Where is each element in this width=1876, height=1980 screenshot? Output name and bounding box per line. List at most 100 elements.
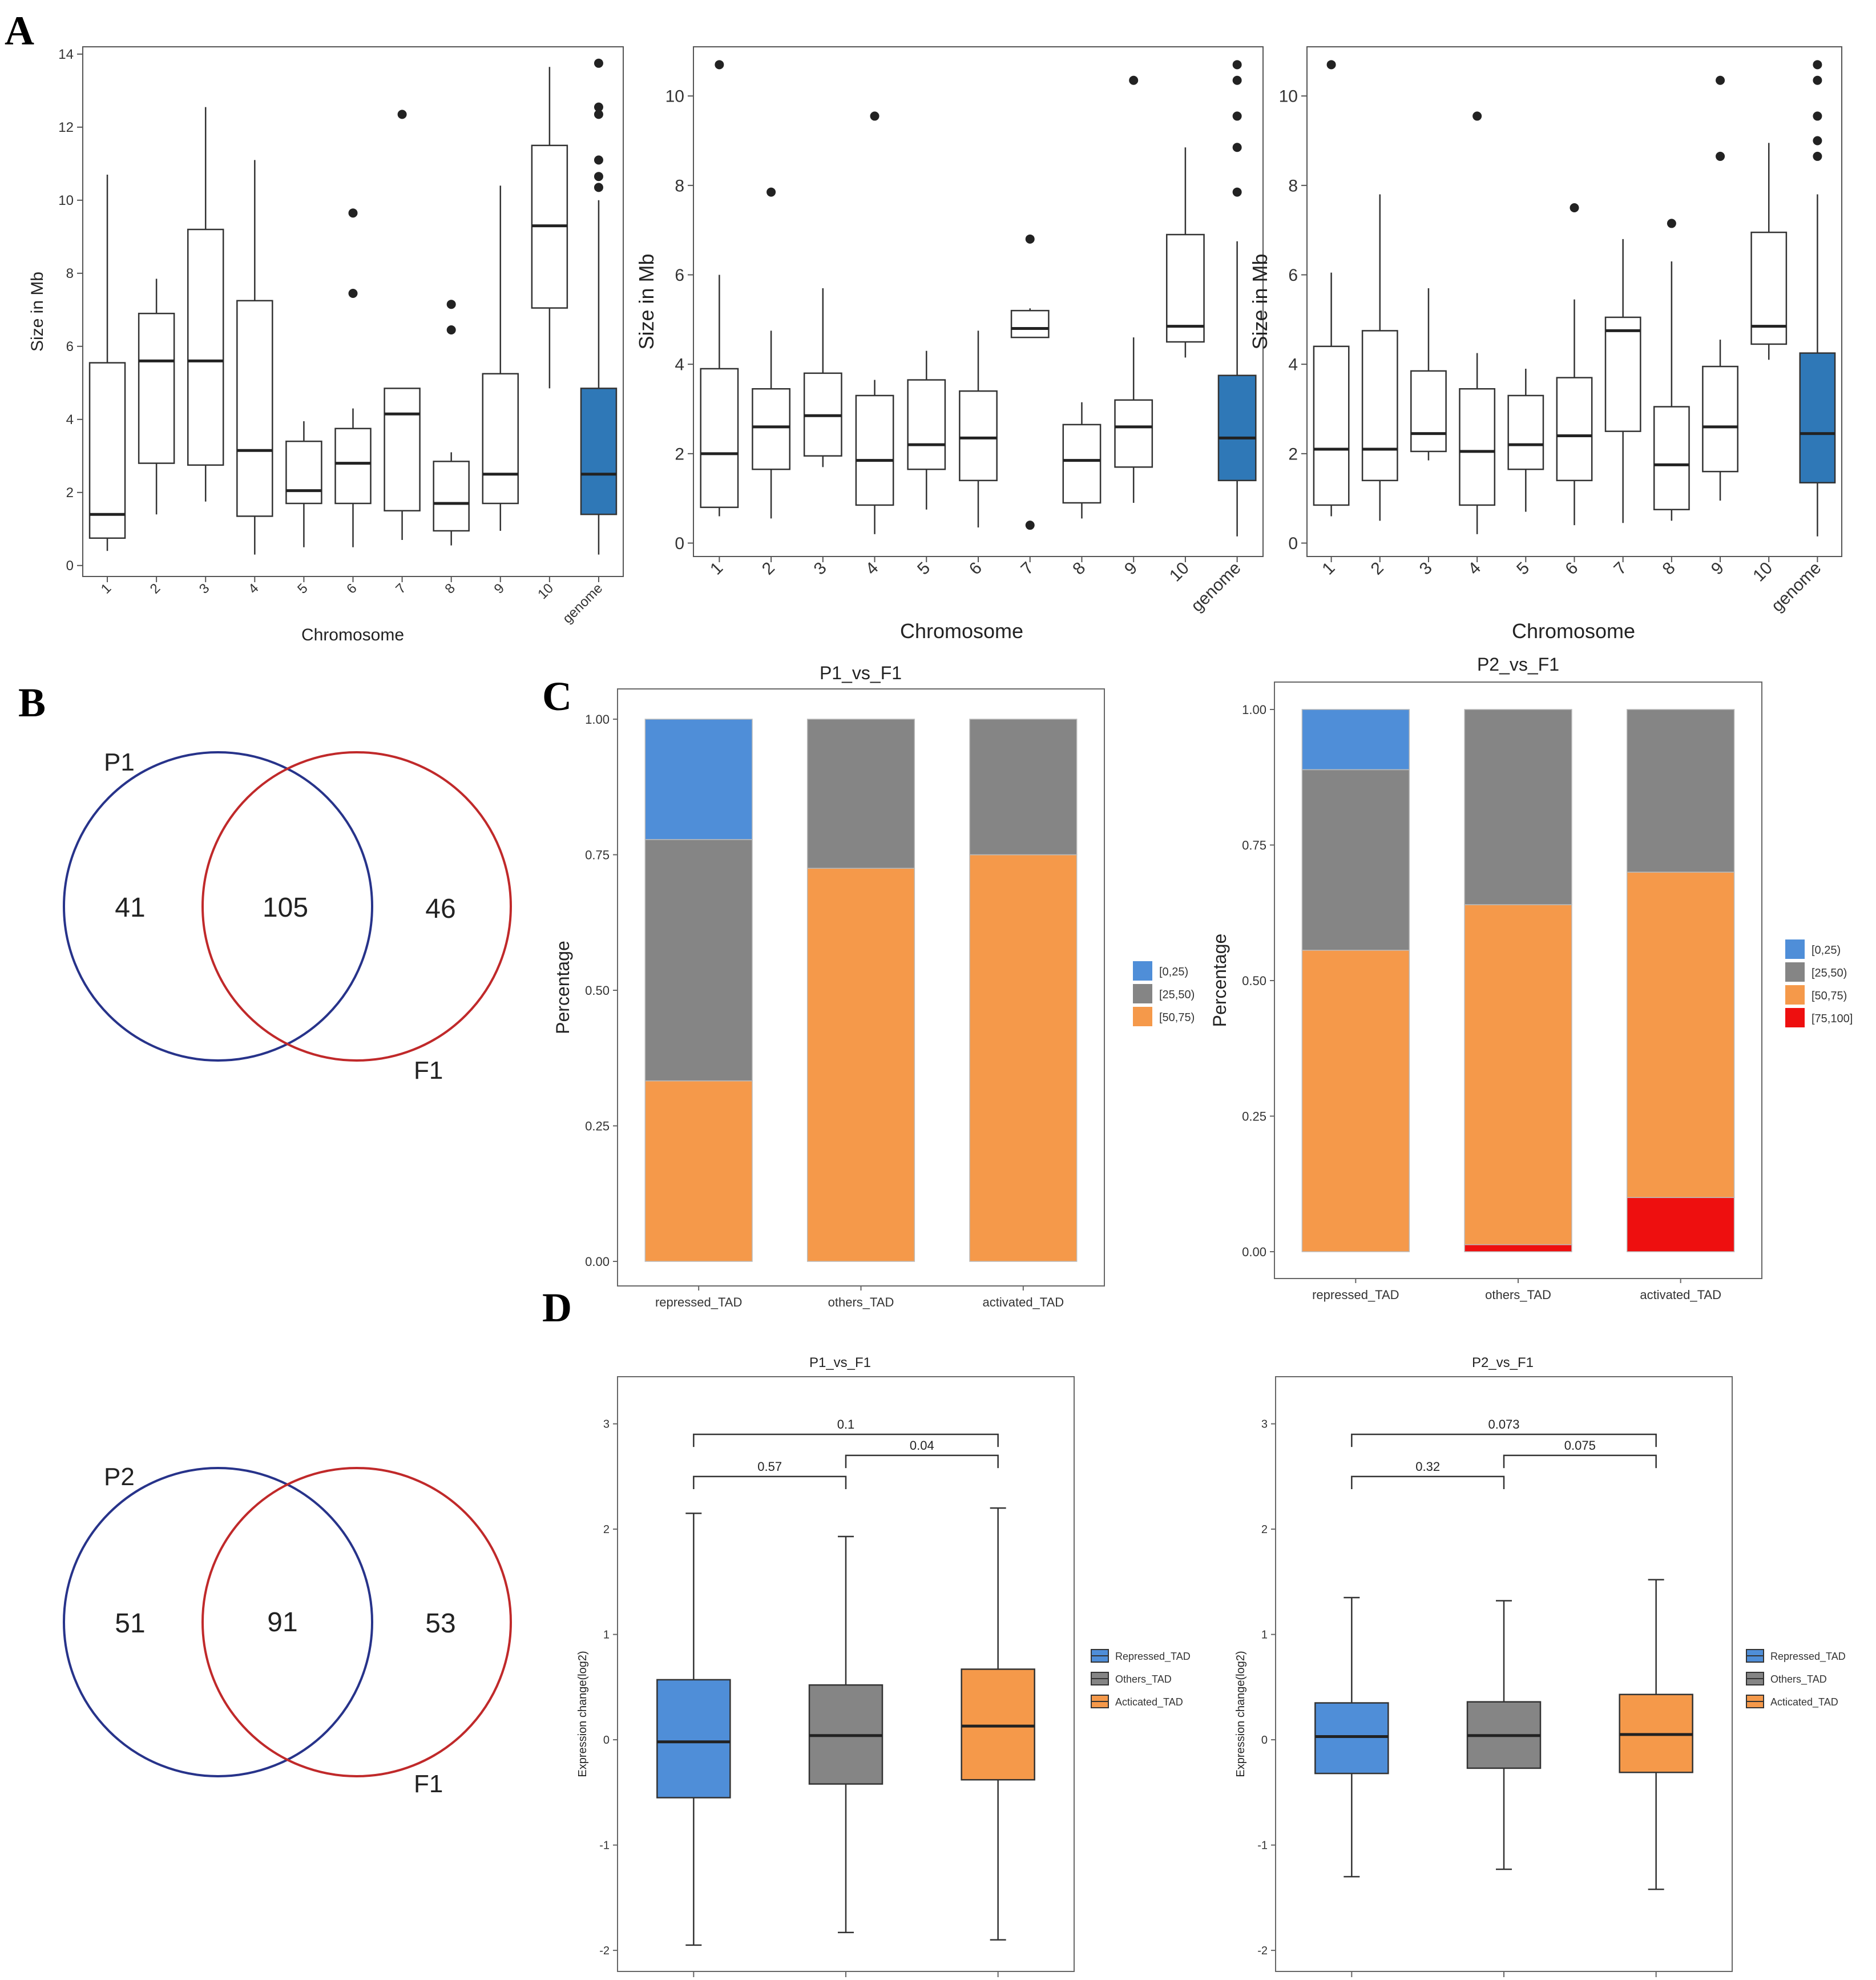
bar-segment-[25,50) <box>1626 709 1735 873</box>
box-iqr <box>1702 365 1738 473</box>
outlier-point <box>348 289 358 298</box>
outlier-point <box>446 300 456 309</box>
box-iqr <box>433 461 470 532</box>
box-6 <box>334 208 372 547</box>
box-Others_TAD <box>808 1535 883 1933</box>
box-10 <box>531 67 568 389</box>
significance-bracket <box>1503 1454 1657 1469</box>
y-tick-label: 0 <box>66 558 74 574</box>
box-iqr <box>1361 330 1398 482</box>
box-iqr <box>1314 1702 1389 1775</box>
panel-label-b: B <box>18 680 46 725</box>
venn-overlap-count: 91 <box>267 1607 297 1638</box>
x-tick-label: repressed_TAD <box>655 1295 742 1309</box>
box-2 <box>138 279 175 515</box>
y-tick-label: 12 <box>58 120 74 135</box>
x-tick-label: 3 <box>810 559 830 579</box>
y-tick-label: 4 <box>675 356 684 374</box>
box-8 <box>1062 402 1102 519</box>
y-tick-label: 10 <box>665 87 684 106</box>
y-tick-label: 0 <box>1288 534 1298 553</box>
box-4 <box>855 111 894 534</box>
box-iqr <box>1010 309 1050 338</box>
x-tick-label: 8 <box>1659 559 1679 579</box>
box-6 <box>1556 203 1593 526</box>
y-tick-label: 4 <box>1288 356 1298 374</box>
box-1 <box>700 60 739 517</box>
box-3 <box>187 107 224 502</box>
outlier-point <box>397 110 407 119</box>
box-iqr <box>88 362 126 539</box>
venn-circle-right <box>201 751 512 1062</box>
x-tick-label: 4 <box>245 580 262 597</box>
y-tick-label: 6 <box>1288 266 1298 285</box>
box-5 <box>1507 369 1544 512</box>
box-iqr <box>187 228 224 466</box>
significance-bracket <box>845 1454 999 1469</box>
x-tick-label: 10 <box>535 580 556 602</box>
chart-title: P1_vs_F1 <box>820 663 902 683</box>
y-axis-title: Expression change(log2) <box>1234 1651 1247 1777</box>
x-tick-label: 4 <box>1465 559 1484 579</box>
outlier-point <box>1570 203 1579 212</box>
x-tick-label: genome <box>560 580 606 626</box>
box-iqr <box>334 428 372 505</box>
x-tick-label: 4 <box>862 559 882 579</box>
y-tick-label: 0 <box>1261 1734 1268 1747</box>
p-value-label: 0.075 <box>1564 1438 1596 1453</box>
box-iqr <box>580 388 618 515</box>
y-tick-label: 0.50 <box>585 983 610 998</box>
x-tick-label: 2 <box>147 580 164 597</box>
x-tick-label: 10 <box>1749 559 1776 586</box>
bar-segment-[25,50) <box>1464 709 1572 905</box>
venn-right-only-count: 46 <box>425 894 455 924</box>
y-tick-label: -1 <box>599 1840 610 1852</box>
x-tick-label: 9 <box>1121 559 1141 579</box>
panel-label-c: C <box>542 674 572 719</box>
legend-label: Acticated_TAD <box>1115 1696 1183 1708</box>
box-3 <box>1410 288 1447 461</box>
venn-right-label: F1 <box>414 1056 443 1084</box>
y-tick-label: 8 <box>675 176 684 195</box>
box-iqr <box>961 1668 1035 1781</box>
box-iqr <box>285 440 322 505</box>
legend-swatch <box>1133 984 1152 1003</box>
legend-swatch <box>1785 962 1805 982</box>
box-genome <box>580 58 618 555</box>
outlier-point <box>1232 60 1242 70</box>
box-Repressed_TAD <box>656 1513 731 1946</box>
venn-circle-left <box>63 751 373 1062</box>
y-tick-label: 0.50 <box>1242 974 1266 988</box>
bar-segment-[25,50) <box>1301 769 1410 951</box>
x-tick-label: 9 <box>491 580 507 597</box>
x-axis-title: Chromosome <box>1512 619 1635 643</box>
legend-label: [75,100] <box>1812 1013 1853 1025</box>
box-iqr <box>855 394 894 506</box>
box-iqr <box>1556 377 1593 482</box>
p-value-label: 0.04 <box>910 1438 934 1453</box>
y-tick-label: -2 <box>1257 1945 1268 1957</box>
box-Others_TAD <box>1466 1600 1542 1870</box>
outlier-point <box>1667 219 1676 228</box>
outlier-point <box>1813 136 1822 146</box>
y-tick-label: 0.25 <box>585 1119 610 1134</box>
box-iqr <box>1165 233 1205 343</box>
box-iqr <box>1459 388 1496 506</box>
box-genome <box>1217 60 1257 537</box>
chart-title: P1_vs_F1 <box>809 1355 871 1370</box>
y-tick-label: 0 <box>603 1734 610 1747</box>
x-tick-label: 2 <box>759 559 778 579</box>
box-iqr <box>1799 352 1836 483</box>
venn-left-label: P1 <box>104 748 135 776</box>
legend-label: [50,75) <box>1812 990 1847 1002</box>
x-tick-label: 5 <box>1513 559 1533 579</box>
y-tick-label: 2 <box>603 1523 610 1536</box>
y-axis-title: Size in Mb <box>28 272 47 352</box>
x-axis-title: Chromosome <box>301 626 404 644</box>
box-1 <box>88 175 126 551</box>
x-tick-label: 1 <box>707 559 727 579</box>
legend-label: Acticated_TAD <box>1770 1696 1838 1708</box>
y-tick-label: 0.00 <box>585 1255 610 1269</box>
y-tick-label: 1.00 <box>585 712 610 727</box>
